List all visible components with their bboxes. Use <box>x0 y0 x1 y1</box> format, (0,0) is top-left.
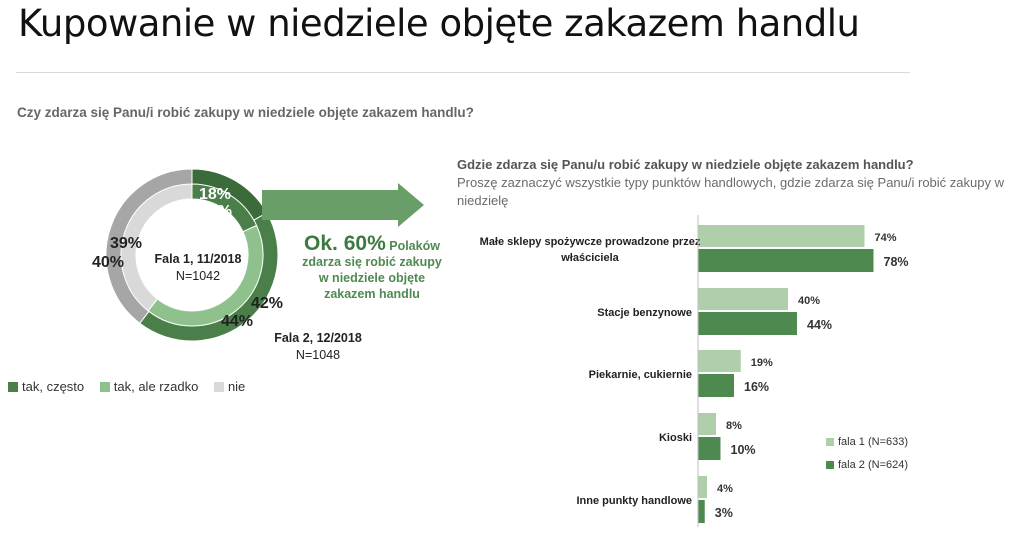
callout-text: Ok. 60% Polaków zdarza się robić zakupy … <box>298 233 446 302</box>
donut-chart: 18%17% 42%44% 39% 40% <box>92 168 424 342</box>
legend-item-wave2: fala 2 (N=624) <box>826 454 908 477</box>
legend-swatch <box>99 382 110 392</box>
bar-label-0-1: 78% <box>884 255 909 269</box>
donut-label-outer-0: 17% <box>200 203 232 220</box>
donut-slice-inner-2 <box>120 183 193 312</box>
wave2-sample: N=1048 <box>295 348 341 362</box>
bar-2-0 <box>698 350 741 372</box>
wave1-label: Fala 1, 11/2018 N=1042 <box>138 251 258 285</box>
donut-label-outer-2: 40% <box>92 254 124 271</box>
category-label-4: Inne punkty handlowe <box>576 495 692 507</box>
donut-legend: tak, często tak, ale rzadko nie <box>8 379 257 394</box>
bar-0-0 <box>698 225 865 247</box>
legend-swatch <box>8 382 18 392</box>
legend-label: tak, ale rzadko <box>113 379 199 394</box>
donut-label-outer-1: 44% <box>221 313 253 330</box>
legend-label: fala 2 (N=624) <box>838 459 909 471</box>
legend-swatch <box>213 382 224 392</box>
second-question-text: Gdzie zdarza się Panu/u robić zakupy w n… <box>457 157 914 172</box>
wave2-label: Fala 2, 12/2018 N=1048 <box>258 330 378 364</box>
legend-label: nie <box>227 379 246 394</box>
bar-label-1-1: 44% <box>807 318 832 332</box>
bar-1-0 <box>698 288 788 310</box>
wave1-sample: N=1042 <box>175 269 221 283</box>
bar-4-0 <box>698 476 707 498</box>
legend-item-wave1: fala 1 (N=633) <box>826 431 908 454</box>
second-question-note: Proszę zaznaczyć wszystkie typy punktów … <box>457 175 1004 208</box>
category-label-1: Stacje benzynowe <box>597 307 692 319</box>
category-label-3: Kioski <box>659 432 692 444</box>
bar-3-1 <box>698 437 721 460</box>
bar-1-1 <box>698 312 797 335</box>
legend-item-no: nie <box>213 379 246 394</box>
title-divider <box>16 72 910 73</box>
legend-label: fala 1 (N=633) <box>838 436 909 448</box>
bar-label-3-0: 8% <box>726 420 742 432</box>
bar-label-2-0: 19% <box>751 357 773 369</box>
category-label-0: Małe sklepy spożywcze prowadzone przez <box>480 236 701 248</box>
donut-label-inner-2: 39% <box>110 235 142 252</box>
donut-label-inner-1: 42% <box>251 295 283 312</box>
bar-label-4-1: 3% <box>715 506 733 520</box>
legend-item-rarely: tak, ale rzadko <box>99 379 199 394</box>
bar-label-3-1: 10% <box>731 443 756 457</box>
callout-big: Ok. 60% <box>304 232 386 255</box>
legend-label: tak, często <box>22 379 85 394</box>
bar-label-1-0: 40% <box>798 295 820 307</box>
bar-label-0-0: 74% <box>875 232 897 244</box>
legend-swatch <box>826 461 834 469</box>
bar-0-1 <box>698 249 874 272</box>
bar-chart: 74% 78% Małe sklepy spożywcze prowadzone p… <box>480 215 909 527</box>
category-label-2: Piekarnie, cukiernie <box>589 369 692 381</box>
callout-rest: Polaków zdarza się robić zakupy w niedzi… <box>302 239 442 301</box>
bar-label-4-0: 4% <box>717 483 733 495</box>
bar-2-1 <box>698 374 734 397</box>
wave2-title: Fala 2, 12/2018 <box>274 331 362 345</box>
bar-3-0 <box>698 413 716 435</box>
legend-item-often: tak, często <box>8 379 84 394</box>
bar-label-2-1: 16% <box>744 380 769 394</box>
donut-label-inner-0: 18% <box>199 186 231 203</box>
bar-4-1 <box>698 500 705 523</box>
wave1-title: Fala 1, 11/2018 <box>154 252 242 266</box>
callout-arrow <box>262 183 424 227</box>
legend-swatch <box>826 438 834 446</box>
second-question: Gdzie zdarza się Panu/u robić zakupy w n… <box>457 156 1016 210</box>
category-label-0: właściciela <box>560 252 619 264</box>
bar-legend: fala 1 (N=633) fala 2 (N=624) <box>826 431 908 477</box>
page-title: Kupowanie w niedziele objęte zakazem han… <box>18 2 860 45</box>
main-question: Czy zdarza się Panu/i robić zakupy w nie… <box>17 105 474 120</box>
